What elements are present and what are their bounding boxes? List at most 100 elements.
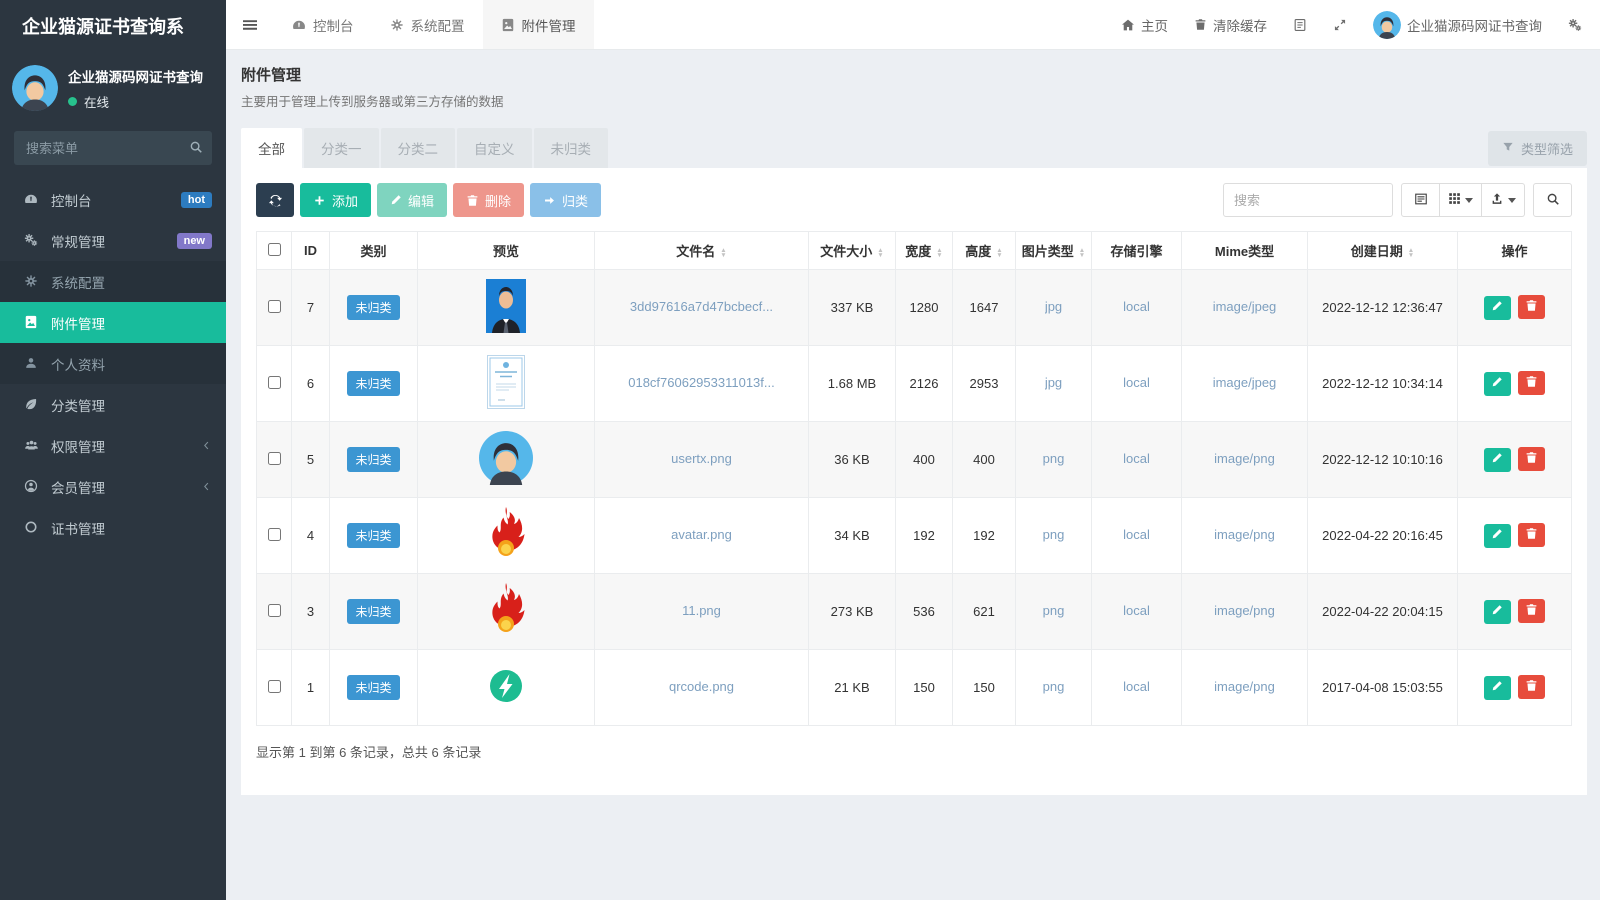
row-delete-button[interactable] xyxy=(1518,599,1546,624)
row-delete-button[interactable] xyxy=(1518,447,1546,472)
row-delete-button[interactable] xyxy=(1518,371,1546,396)
type-filter-button[interactable]: 类型筛选 xyxy=(1487,130,1587,166)
mime-link[interactable]: image/png xyxy=(1214,602,1275,618)
row-delete-button[interactable] xyxy=(1518,675,1546,700)
imgtype-link[interactable]: png xyxy=(1042,678,1065,694)
filename-link[interactable]: usertx.png xyxy=(671,450,732,466)
engine-link[interactable]: local xyxy=(1123,298,1150,314)
mime-link[interactable]: image/jpeg xyxy=(1212,374,1277,390)
sidebar-item-权限管理[interactable]: 权限管理 xyxy=(0,425,226,466)
row-delete-button[interactable] xyxy=(1518,523,1546,548)
pencil-icon xyxy=(390,194,402,206)
row-edit-button[interactable] xyxy=(1483,447,1511,472)
filename-link[interactable]: qrcode.png xyxy=(668,678,735,694)
sidebar-item-证书管理[interactable]: 证书管理 xyxy=(0,507,226,548)
row-delete-button[interactable] xyxy=(1518,295,1546,320)
preview-boltpin[interactable] xyxy=(486,666,526,706)
columns-button[interactable] xyxy=(1440,183,1482,217)
row-checkbox[interactable] xyxy=(267,603,281,617)
row-edit-button[interactable] xyxy=(1483,523,1511,548)
sort-icon[interactable] xyxy=(1079,248,1085,258)
imgtype-link[interactable]: jpg xyxy=(1044,374,1063,390)
filename-link[interactable]: 018cf76062953311013f... xyxy=(628,374,775,390)
mime-link[interactable]: image/png xyxy=(1214,450,1275,466)
export-button[interactable] xyxy=(1482,183,1525,217)
fullscreen-button[interactable] xyxy=(1333,18,1347,32)
col-header-图片类型[interactable]: 图片类型 xyxy=(1015,231,1092,270)
sidebar-item-附件管理[interactable]: 附件管理 xyxy=(0,302,226,343)
menu-search-input[interactable] xyxy=(14,131,212,165)
settings-button[interactable] xyxy=(1568,18,1582,32)
col-header-文件大小[interactable]: 文件大小 xyxy=(808,231,896,270)
sort-icon[interactable] xyxy=(996,248,1002,258)
row-checkbox[interactable] xyxy=(267,375,281,389)
mime-link[interactable]: image/png xyxy=(1214,678,1275,694)
user-menu[interactable]: 企业猫源码网证书查询 xyxy=(1373,10,1542,39)
row-checkbox[interactable] xyxy=(267,679,281,693)
sidebar-item-分类管理[interactable]: 分类管理 xyxy=(0,384,226,425)
search-toggle-button[interactable] xyxy=(1533,183,1572,217)
imgtype-link[interactable]: png xyxy=(1042,602,1065,618)
tab-分类二[interactable]: 分类二 xyxy=(380,128,455,168)
classify-button[interactable]: 归类 xyxy=(530,183,602,217)
engine-link[interactable]: local xyxy=(1123,526,1150,542)
engine-link[interactable]: local xyxy=(1123,374,1150,390)
detail-view-button[interactable] xyxy=(1401,183,1440,217)
imgtype-link[interactable]: png xyxy=(1042,450,1065,466)
preview-certificate[interactable] xyxy=(487,355,525,409)
row-edit-button[interactable] xyxy=(1483,371,1511,396)
sidebar-item-常规管理[interactable]: 常规管理 new xyxy=(0,220,226,261)
sort-icon[interactable] xyxy=(1408,248,1414,258)
row-edit-button[interactable] xyxy=(1483,599,1511,624)
navbar-tab-附件管理[interactable]: 附件管理 xyxy=(482,0,594,49)
row-edit-button[interactable] xyxy=(1483,675,1511,700)
home-link[interactable]: 主页 xyxy=(1121,15,1168,35)
search-icon[interactable] xyxy=(189,140,203,157)
engine-link[interactable]: local xyxy=(1123,678,1150,694)
preview-portrait[interactable] xyxy=(486,279,526,333)
imgtype-link[interactable]: png xyxy=(1042,526,1065,542)
sort-icon[interactable] xyxy=(720,248,726,258)
sidebar-toggle-icon[interactable] xyxy=(226,0,274,49)
preview-flame[interactable] xyxy=(483,506,529,562)
imgtype-link[interactable]: jpg xyxy=(1044,298,1063,314)
row-checkbox[interactable] xyxy=(267,299,281,313)
engine-link[interactable]: local xyxy=(1123,450,1150,466)
col-header-创建日期[interactable]: 创建日期 xyxy=(1307,231,1458,270)
preview-flame[interactable] xyxy=(483,582,529,638)
delete-button[interactable]: 删除 xyxy=(453,183,525,217)
sidebar-item-控制台[interactable]: 控制台 hot xyxy=(0,179,226,220)
sidebar-item-个人资料[interactable]: 个人资料 xyxy=(0,343,226,384)
col-header-宽度[interactable]: 宽度 xyxy=(895,231,953,270)
row-checkbox[interactable] xyxy=(267,527,281,541)
table-search-input[interactable] xyxy=(1223,183,1393,217)
mime-link[interactable]: image/png xyxy=(1214,526,1275,542)
refresh-button[interactable] xyxy=(256,183,294,217)
edit-button[interactable]: 编辑 xyxy=(377,183,448,217)
filename-link[interactable]: 11.png xyxy=(682,602,721,618)
tab-全部[interactable]: 全部 xyxy=(241,128,302,168)
engine-link[interactable]: local xyxy=(1123,602,1150,618)
add-button[interactable]: 添加 xyxy=(300,183,372,217)
col-header-文件名[interactable]: 文件名 xyxy=(594,231,809,270)
row-checkbox[interactable] xyxy=(267,451,281,465)
col-header-高度[interactable]: 高度 xyxy=(952,231,1016,270)
filename-link[interactable]: avatar.png xyxy=(671,526,732,542)
filename-link[interactable]: 3dd97616a7d47bcbecf... xyxy=(629,298,774,314)
row-edit-button[interactable] xyxy=(1483,295,1511,320)
select-all-checkbox[interactable] xyxy=(267,242,281,256)
tab-未归类[interactable]: 未归类 xyxy=(533,128,608,168)
mime-link[interactable]: image/jpeg xyxy=(1212,298,1277,314)
clear-cache-button[interactable]: 清除缓存 xyxy=(1194,15,1267,35)
sidebar-item-会员管理[interactable]: 会员管理 xyxy=(0,466,226,507)
sort-icon[interactable] xyxy=(936,248,942,258)
preview-avatar[interactable] xyxy=(479,431,533,485)
tab-分类一[interactable]: 分类一 xyxy=(304,128,379,168)
tab-自定义[interactable]: 自定义 xyxy=(457,128,532,168)
sidebar-item-系统配置[interactable]: 系统配置 xyxy=(0,261,226,302)
sort-icon[interactable] xyxy=(877,248,883,258)
navbar-tab-label: 附件管理 xyxy=(521,18,576,34)
language-button[interactable] xyxy=(1293,18,1307,32)
navbar-tab-控制台[interactable]: 控制台 xyxy=(274,0,372,49)
navbar-tab-系统配置[interactable]: 系统配置 xyxy=(372,0,483,49)
